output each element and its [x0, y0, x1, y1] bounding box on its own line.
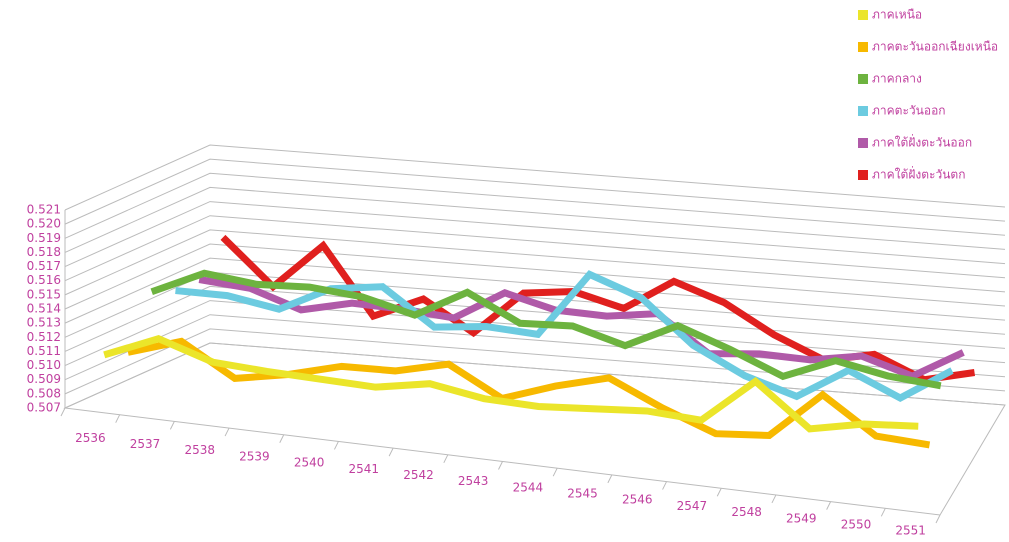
y-tick-label: 0.514: [27, 302, 61, 316]
x-tick-label: 2536: [75, 431, 106, 445]
series-line: [150, 269, 942, 390]
x-tick: [115, 414, 121, 423]
x-tick: [662, 481, 668, 490]
legend-label: ภาคใต้ฝั่งตะวันออก: [872, 134, 972, 150]
grid-line: [64, 172, 1006, 239]
y-tick-label: 0.517: [27, 259, 61, 273]
legend-marker: [858, 170, 868, 180]
x-tick: [498, 461, 503, 470]
y-tick-label: 0.513: [27, 316, 61, 330]
series-line: [175, 270, 954, 402]
legend-marker: [858, 42, 868, 52]
x-tick: [935, 514, 941, 524]
x-tick-label: 2550: [841, 517, 872, 531]
x-tick: [716, 488, 722, 497]
grid-line: [64, 215, 1006, 282]
x-tick-label: 2538: [184, 443, 215, 457]
grid-line: [64, 342, 1006, 409]
x-tick: [169, 421, 175, 430]
y-tick-label: 0.515: [27, 287, 61, 301]
legend-label: ภาคเหนือ: [872, 8, 922, 22]
x-tick: [224, 427, 230, 437]
x-tick: [607, 474, 613, 484]
grid-line: [64, 144, 1006, 211]
y-tick-label: 0.516: [27, 273, 61, 287]
x-tick-label: 2544: [513, 480, 544, 494]
x-tick-label: 2551: [895, 524, 926, 538]
x-tick: [552, 467, 558, 477]
legend-marker: [858, 106, 868, 116]
series-line: [103, 335, 919, 433]
x-tick-label: 2541: [349, 462, 380, 476]
grid-line: [64, 229, 1006, 296]
y-tick-label: 0.511: [27, 344, 61, 358]
x-tick-label: 2542: [403, 468, 434, 482]
legend-marker: [858, 74, 868, 84]
x-tick-label: 2547: [677, 499, 708, 513]
y-tick-label: 0.508: [27, 386, 61, 400]
x-tick-label: 2546: [622, 493, 653, 507]
x-tick-label: 2545: [567, 487, 598, 501]
grid-line: [64, 257, 1006, 324]
grid-line: [64, 186, 1006, 253]
y-tick-label: 0.510: [27, 358, 61, 372]
x-tick-label: 2543: [458, 474, 489, 488]
x-tick: [333, 441, 339, 450]
y-tick-label: 0.518: [27, 245, 61, 259]
y-tick-label: 0.520: [27, 217, 61, 231]
x-tick-label: 2548: [731, 505, 762, 519]
grid-line: [64, 243, 1006, 310]
legend-label: ภาคตะวันออกเฉียงเหนือ: [872, 40, 998, 54]
x-tick: [279, 434, 285, 443]
legend-label: ภาคกลาง: [872, 72, 922, 86]
x-tick: [771, 494, 777, 504]
grid-line: [64, 158, 1006, 225]
y-tick-label: 0.512: [27, 330, 61, 344]
x-tick: [826, 501, 832, 510]
y-tick-label: 0.519: [27, 231, 61, 245]
x-tick: [880, 508, 886, 517]
y-tick-label: 0.521: [27, 203, 61, 217]
x-tick-label: 2539: [239, 449, 270, 463]
x-tick: [60, 407, 66, 417]
x-tick: [388, 447, 394, 457]
grid-line: [64, 201, 1006, 268]
x-tick-label: 2549: [786, 511, 817, 525]
x-tick-label: 2537: [130, 437, 161, 451]
y-tick-label: 0.507: [27, 401, 61, 415]
y-tick-label: 0.509: [27, 372, 61, 386]
x-tick: [443, 454, 449, 464]
legend-marker: [858, 138, 868, 148]
legend-marker: [858, 10, 868, 20]
legend-label: ภาคตะวันออก: [872, 104, 946, 118]
legend-label: ภาคใต้ฝั่งตะวันตก: [872, 166, 965, 182]
grid-line: [64, 300, 1006, 367]
x-tick-label: 2540: [294, 456, 325, 470]
grid-line: [64, 285, 1006, 352]
